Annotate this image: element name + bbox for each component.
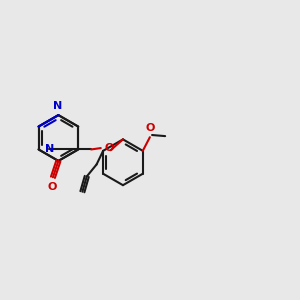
Text: N: N (45, 144, 54, 154)
Text: O: O (48, 182, 57, 192)
Text: O: O (145, 123, 154, 134)
Text: O: O (104, 142, 113, 152)
Text: N: N (53, 101, 62, 111)
